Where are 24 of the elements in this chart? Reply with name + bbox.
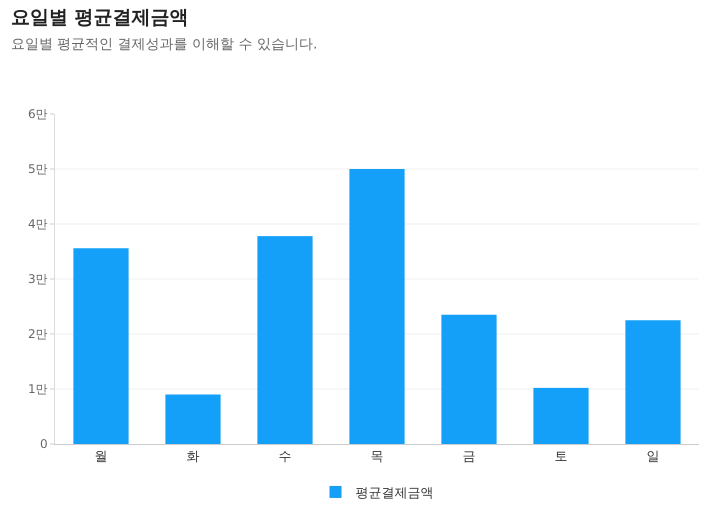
y-tick-label: 4만 — [28, 217, 48, 232]
x-tick-label: 월 — [94, 450, 108, 465]
x-tick-label: 일 — [646, 450, 660, 465]
y-tick-label: 0 — [40, 437, 48, 452]
bar — [349, 169, 405, 444]
bar — [533, 388, 589, 444]
x-tick-label: 수 — [278, 450, 292, 465]
y-tick-label: 6만 — [28, 107, 48, 122]
y-tick-label: 1만 — [28, 382, 48, 396]
legend-label: 평균결제금액 — [356, 486, 434, 502]
bar — [165, 394, 221, 444]
x-tick-label: 화 — [186, 450, 200, 465]
y-tick-label: 5만 — [28, 162, 48, 176]
bar — [73, 248, 129, 444]
bar — [625, 320, 681, 444]
bar — [257, 236, 313, 444]
x-tick-label: 목 — [370, 450, 384, 465]
chart-subtitle: 요일별 평균적인 결제성과를 이해할 수 있습니다. — [10, 36, 318, 52]
bar — [441, 314, 497, 444]
chart-title: 요일별 평균결제금액 — [10, 6, 188, 29]
y-tick-label: 2만 — [28, 327, 48, 342]
y-tick-label: 3만 — [28, 272, 48, 286]
x-tick-label: 토 — [554, 450, 568, 465]
x-tick-label: 금 — [462, 450, 476, 465]
